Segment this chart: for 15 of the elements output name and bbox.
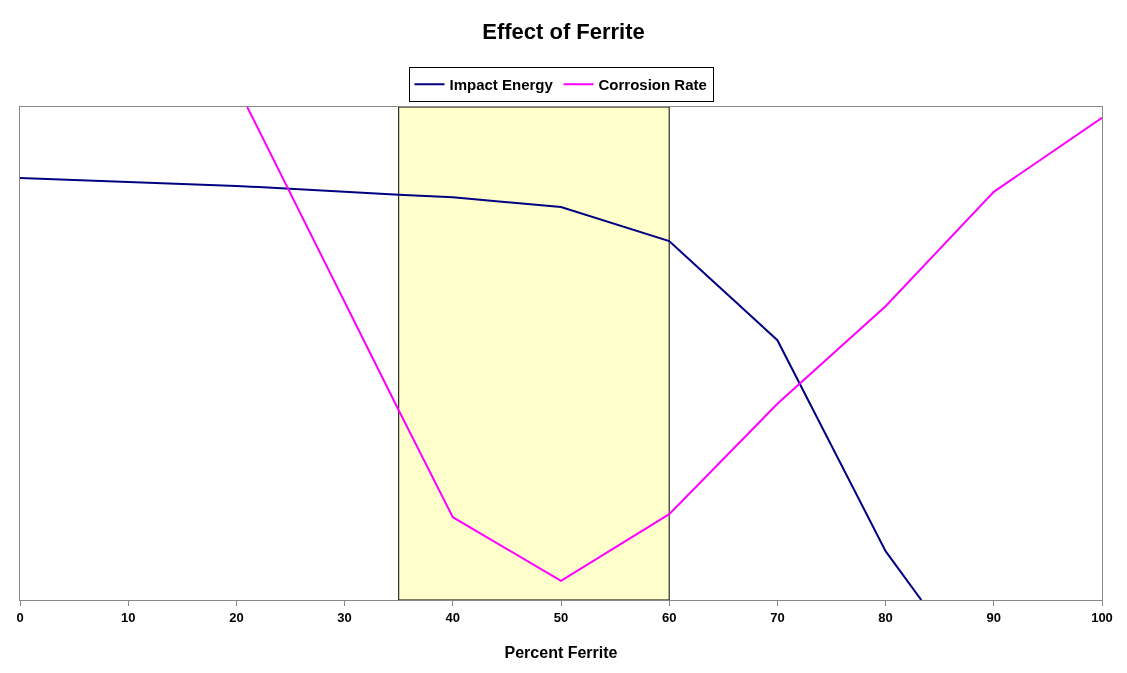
x-tick-label: 60 (661, 609, 677, 625)
x-tick-label: 20 (229, 609, 244, 625)
x-tick-label: 50 (553, 609, 569, 625)
x-tick-label: 30 (337, 609, 352, 625)
x-axis-title: Percent Ferrite (504, 644, 618, 661)
legend-label: Impact Energy (449, 76, 554, 94)
x-tick-label: 40 (445, 609, 461, 625)
x-tick-label: 0 (16, 609, 24, 625)
x-tick-label: 70 (770, 609, 785, 625)
x-tick-label: 10 (120, 609, 136, 625)
x-tick-label: 100 (1091, 609, 1113, 625)
legend-label: Corrosion Rate (598, 76, 707, 94)
chart-title: Effect of Ferrite (482, 18, 645, 44)
x-tick-label: 80 (878, 609, 893, 625)
x-tick-label: 90 (986, 609, 1002, 625)
